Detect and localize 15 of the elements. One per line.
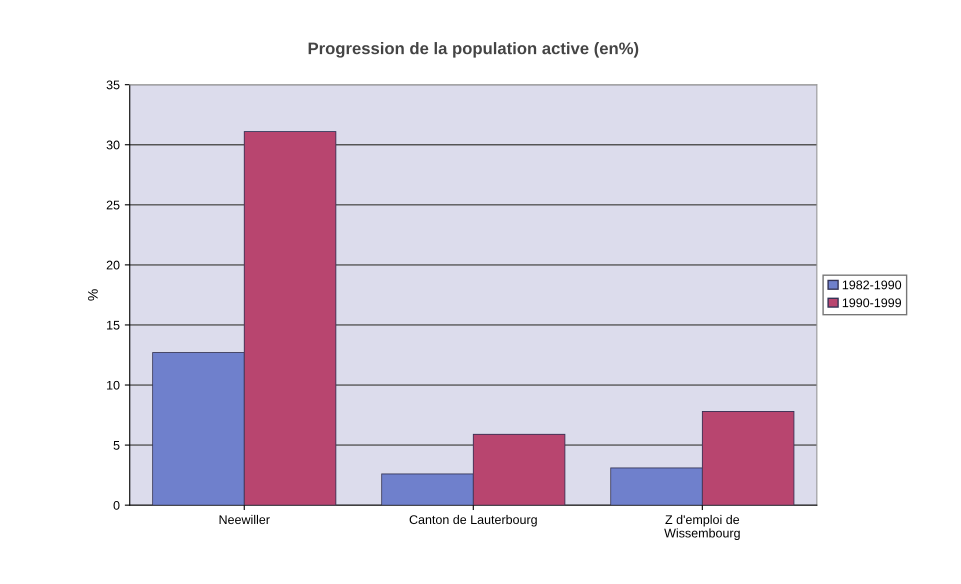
y-tick-label: 25 — [106, 200, 120, 210]
chart-title: Progression de la population active (en%) — [308, 42, 638, 58]
y-tick-label: 5 — [114, 441, 120, 450]
y-tick-label: 10 — [107, 380, 120, 390]
y-tick-label: 15 — [107, 320, 120, 330]
y-tick-label: 30 — [106, 140, 120, 150]
x-tick-label: Canton de Lauterbourg — [410, 514, 537, 527]
legend-label: 1982-1990 — [842, 280, 902, 290]
x-tick-label: Z d'emploi de Wissembourg — [664, 514, 740, 540]
y-axis-title: % — [88, 289, 98, 301]
y-tick-label: 35 — [106, 80, 120, 90]
y-tick-label: 20 — [106, 260, 120, 270]
y-tick-label: 0 — [114, 500, 120, 510]
x-tick-label: Neewiller — [220, 514, 270, 524]
legend-label: 1990-1999 — [842, 298, 902, 308]
